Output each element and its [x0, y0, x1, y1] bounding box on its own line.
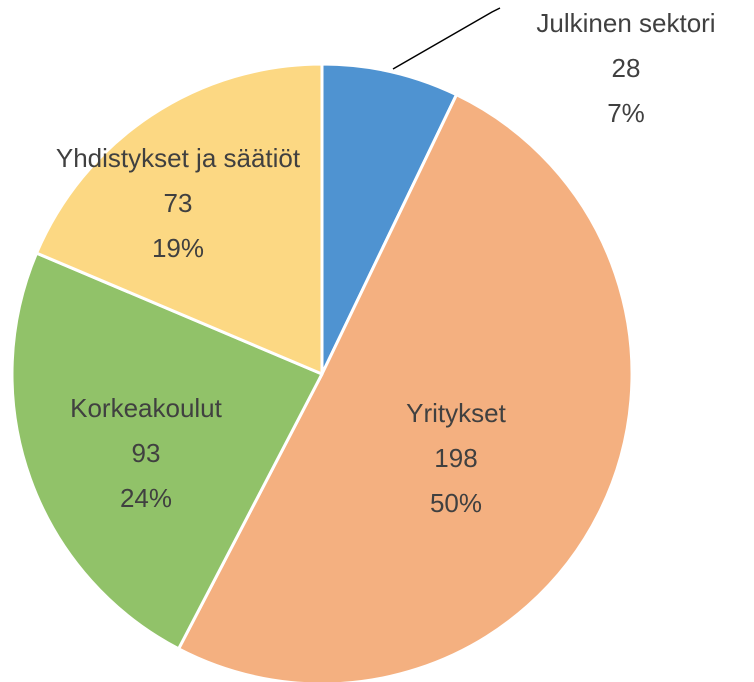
category-label: Korkeakoulut — [70, 393, 223, 423]
value-label: 73 — [164, 188, 193, 218]
pie-slice — [320, 62, 459, 376]
percentage-label: 24% — [120, 483, 172, 513]
percentage-label: 50% — [430, 488, 482, 518]
category-label: Yritykset — [406, 398, 506, 428]
data-labels: Julkinen sektori 28 7% Yritykset 198 50% Korke… — [56, 8, 716, 518]
pie-slice — [177, 93, 634, 682]
category-label: Yhdistykset ja säätiöt — [56, 143, 301, 173]
pie-slice — [35, 62, 324, 376]
pie-slice — [10, 251, 324, 651]
pie — [10, 62, 634, 682]
category-label: Julkinen sektori — [536, 8, 715, 38]
leader-line — [392, 7, 501, 70]
percentage-label: 7% — [607, 98, 645, 128]
value-label: 28 — [612, 53, 641, 83]
percentage-label: 19% — [152, 233, 204, 263]
value-label: 93 — [132, 438, 161, 468]
value-label: 198 — [434, 443, 477, 473]
